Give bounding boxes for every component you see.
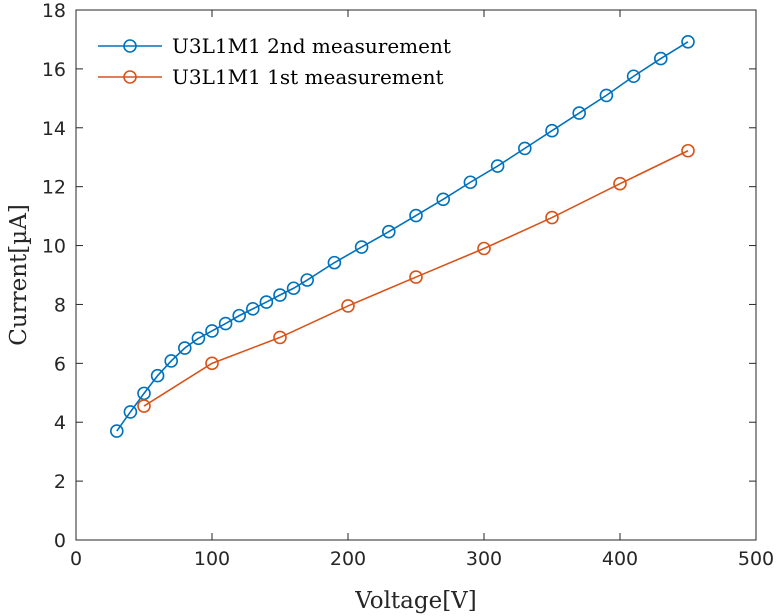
legend-label: U3L1M1 2nd measurement [172,34,451,58]
x-tick-label: 200 [330,548,366,570]
y-tick-label: 0 [54,530,66,552]
y-tick-label: 4 [54,412,66,434]
y-tick-label: 6 [54,353,66,375]
y-tick-label: 10 [42,236,66,258]
y-tick-label: 2 [54,471,66,493]
y-tick-label: 8 [54,294,66,316]
y-tick-label: 18 [42,0,66,22]
x-tick-label: 400 [602,548,638,570]
y-tick-label: 14 [42,118,66,140]
x-axis-label: Voltage[V] [354,588,477,614]
x-tick-label: 500 [738,548,774,570]
x-tick-label: 100 [194,548,230,570]
x-tick-label: 0 [70,548,82,570]
legend-label: U3L1M1 1st measurement [172,65,444,89]
y-tick-label: 16 [42,59,66,81]
plot-area [76,10,756,540]
plot-frame [76,10,756,540]
x-tick-label: 300 [466,548,502,570]
y-axis-label: Current[µA] [6,204,32,346]
y-tick-label: 12 [42,177,66,199]
